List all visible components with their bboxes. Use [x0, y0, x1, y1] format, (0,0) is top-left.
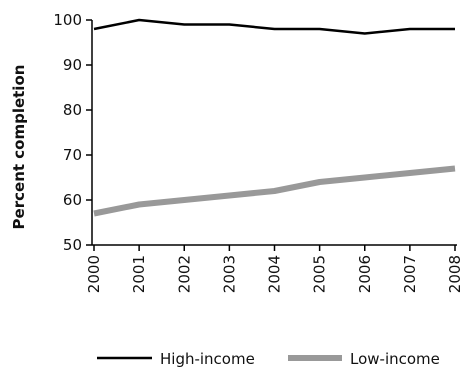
x-tick-label: 2001 [130, 255, 148, 293]
x-tick-label: 2006 [356, 255, 374, 293]
y-tick-label: 80 [63, 101, 82, 119]
y-tick-label: 90 [63, 56, 82, 74]
x-tick-label: 2003 [220, 255, 238, 293]
x-tick-label: 2000 [85, 255, 103, 293]
legend: High-income Low-income [97, 350, 440, 368]
x-tick-label: 2004 [266, 255, 284, 293]
y-tick-label: 70 [63, 146, 82, 164]
y-axis-ticks: 50 60 70 80 90 100 [53, 11, 92, 254]
x-tick-label: 2007 [401, 255, 419, 293]
x-tick-label: 2005 [311, 255, 329, 293]
x-tick-label: 2008 [446, 255, 464, 293]
y-axis-title: Percent completion [10, 65, 28, 230]
y-tick-label: 60 [63, 191, 82, 209]
y-tick-label: 50 [63, 236, 82, 254]
series-layer [93, 18, 456, 217]
legend-label-low-income: Low-income [350, 350, 440, 368]
x-tick-label: 2002 [175, 255, 193, 293]
x-axis-ticks: 2000 2001 2002 2003 2004 2005 2006 2007 2008 [85, 245, 464, 293]
series-line-low-income [93, 165, 456, 217]
legend-label-high-income: High-income [160, 350, 255, 368]
y-tick-label: 100 [53, 11, 82, 29]
series-line-high-income [93, 18, 455, 35]
